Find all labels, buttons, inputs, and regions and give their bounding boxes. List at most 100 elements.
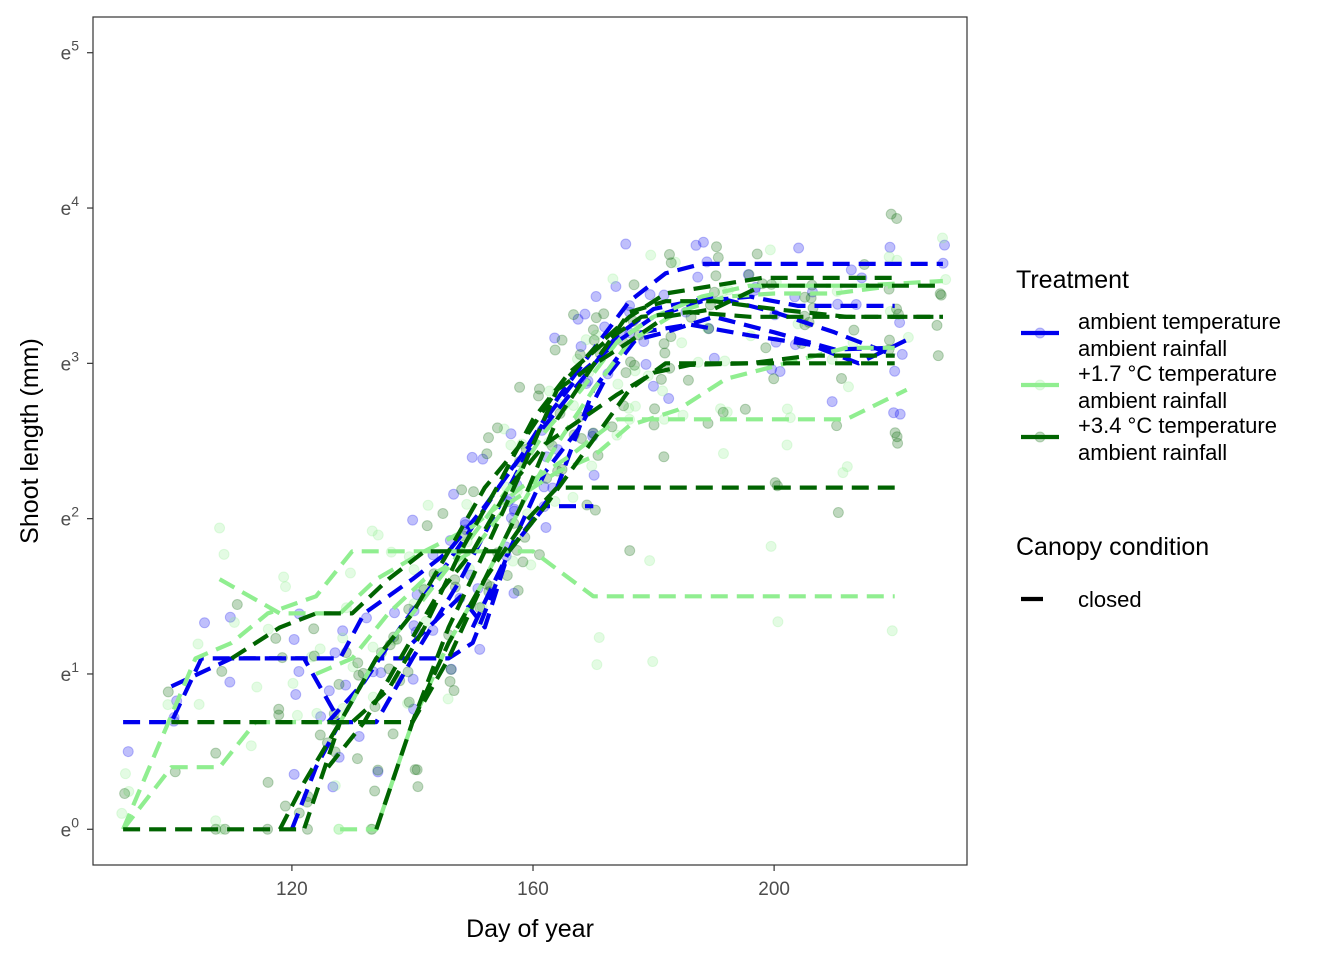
observation-point (337, 625, 349, 637)
observation-point (287, 677, 299, 689)
observation-point (308, 623, 320, 635)
observation-point (659, 347, 671, 359)
observation-point (162, 686, 174, 698)
y-tick-base: e (61, 510, 72, 531)
observation-point (461, 498, 473, 510)
observation-point (568, 309, 580, 321)
legend-label-line1: +3.4 °C temperature (1078, 413, 1277, 438)
series-line (123, 261, 943, 725)
y-tick-label: e0 (61, 814, 80, 841)
series-line (410, 485, 895, 723)
observation-point (369, 785, 381, 797)
observation-point (214, 522, 226, 534)
observation-point (892, 437, 904, 449)
y-tick-exponent: 5 (71, 38, 79, 54)
observation-point (353, 730, 365, 742)
observation-point (837, 467, 849, 479)
observation-point (532, 390, 544, 402)
observation-point (889, 427, 901, 439)
observation-point (715, 403, 727, 415)
observation-point (934, 288, 946, 300)
observation-point (832, 507, 844, 519)
observation-point (620, 367, 632, 379)
observation-point (323, 685, 335, 697)
observation-point (408, 564, 420, 576)
observation-point (717, 406, 729, 418)
observation-point (612, 378, 624, 390)
observation-point (351, 753, 363, 765)
series-line (340, 283, 895, 832)
data-points-layer (116, 208, 952, 835)
observation-point (644, 555, 656, 567)
observation-point (891, 431, 903, 443)
observation-point (262, 776, 274, 788)
observation-point (279, 800, 291, 812)
y-tick-exponent: 1 (71, 659, 79, 675)
observation-point (620, 238, 632, 250)
observation-point (344, 567, 356, 579)
observation-point (407, 514, 419, 526)
observation-point (192, 638, 204, 650)
series-line (171, 310, 943, 725)
observation-point (540, 521, 552, 533)
observation-point (781, 403, 793, 415)
observation-point (387, 728, 399, 740)
observation-point (311, 707, 323, 719)
observation-point (411, 764, 423, 776)
observation-point (340, 679, 352, 691)
series-line (374, 275, 895, 830)
observation-point (640, 358, 652, 370)
observation-point (525, 559, 537, 571)
observation-point (676, 337, 688, 349)
observation-point (228, 616, 240, 628)
observation-point (799, 291, 811, 303)
observation-point (593, 631, 605, 643)
observation-point (590, 291, 602, 303)
observation-point (628, 359, 640, 371)
observation-point (883, 251, 895, 263)
observation-point (273, 709, 285, 721)
y-tick-label: e3 (61, 348, 80, 375)
observation-point (669, 256, 681, 268)
observation-point (505, 428, 517, 440)
observation-point (710, 241, 722, 253)
x-axis: 120 160 200 (276, 865, 790, 900)
observation-point (567, 491, 579, 503)
observation-point (199, 617, 211, 629)
observation-point (575, 340, 587, 352)
observation-point (690, 239, 702, 251)
observation-point (533, 383, 545, 395)
observation-point (580, 334, 592, 346)
y-tick-label: e1 (61, 659, 80, 686)
observation-point (337, 632, 349, 644)
observation-point (598, 308, 610, 320)
plot-panel-border (92, 16, 968, 866)
observation-point (624, 545, 636, 557)
x-tick-label: 120 (276, 879, 308, 900)
observation-point (512, 585, 524, 597)
legend-label-line2: ambient rainfall (1078, 336, 1227, 361)
observation-point (210, 815, 222, 827)
observation-point (288, 768, 300, 780)
observation-point (448, 685, 460, 697)
observation-point (712, 252, 724, 264)
observation-point (710, 270, 722, 282)
observation-point (883, 334, 895, 346)
series-line (289, 314, 895, 831)
observation-point (505, 439, 517, 451)
observation-point (403, 696, 415, 708)
observation-point (663, 393, 675, 405)
observation-point (448, 488, 460, 500)
observation-point (251, 681, 263, 693)
observation-point (647, 380, 659, 392)
observation-point (533, 549, 545, 561)
observation-point (772, 616, 784, 628)
observation-point (402, 666, 414, 678)
observation-point (360, 612, 372, 624)
observation-point (657, 385, 669, 397)
observation-point (739, 403, 751, 415)
observation-point (590, 329, 602, 341)
observation-point (293, 665, 305, 677)
observation-point (273, 703, 285, 715)
observation-point (445, 663, 457, 675)
